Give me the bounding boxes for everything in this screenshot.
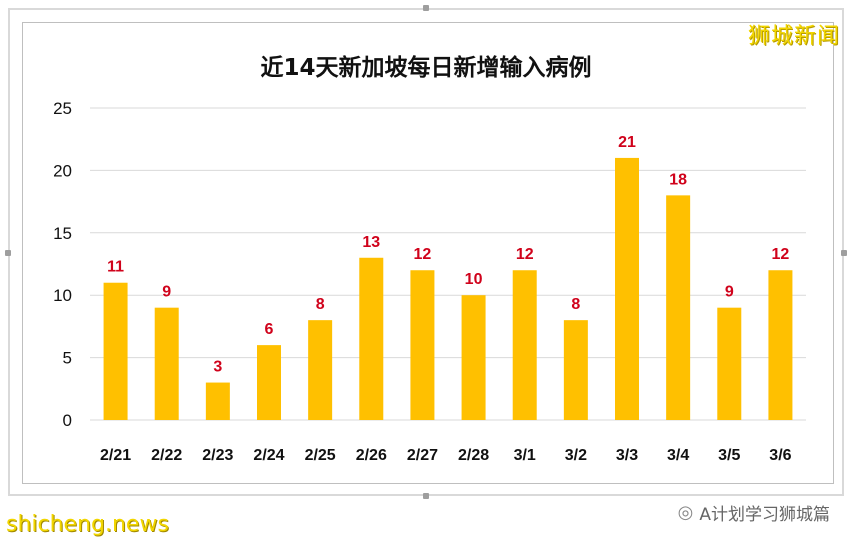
y-tick-label: 10 bbox=[53, 286, 72, 305]
x-tick-label: 2/23 bbox=[202, 447, 233, 464]
x-tick-label: 3/5 bbox=[718, 447, 740, 464]
chart-title: 近14天新加坡每日新增输入病例 bbox=[260, 55, 592, 81]
bar bbox=[563, 320, 588, 420]
resize-handle-bottom[interactable] bbox=[423, 493, 429, 499]
x-tick-label: 3/2 bbox=[565, 447, 587, 464]
bar bbox=[717, 307, 742, 420]
bar bbox=[666, 195, 691, 420]
data-label: 3 bbox=[213, 359, 222, 376]
bar bbox=[359, 257, 384, 420]
y-tick-label: 0 bbox=[63, 411, 72, 430]
bar bbox=[461, 295, 486, 420]
data-label: 11 bbox=[107, 259, 124, 276]
bar bbox=[308, 320, 333, 420]
bar bbox=[103, 282, 128, 420]
y-tick-label: 5 bbox=[63, 349, 72, 368]
x-tick-label: 2/22 bbox=[151, 447, 182, 464]
data-label: 21 bbox=[618, 134, 636, 151]
x-tick-label: 2/26 bbox=[356, 447, 387, 464]
resize-handle-left[interactable] bbox=[5, 250, 11, 256]
wechat-icon: ◎ bbox=[677, 502, 694, 523]
x-tick-label: 2/25 bbox=[305, 447, 336, 464]
data-label: 9 bbox=[162, 284, 171, 301]
x-tick-label: 2/28 bbox=[458, 447, 489, 464]
bar bbox=[154, 307, 179, 420]
data-label: 6 bbox=[265, 321, 274, 338]
data-label: 12 bbox=[772, 246, 790, 263]
x-tick-label: 2/27 bbox=[407, 447, 438, 464]
data-label: 13 bbox=[362, 234, 380, 251]
bar bbox=[410, 270, 435, 420]
x-tick-label: 3/6 bbox=[769, 447, 791, 464]
bar bbox=[205, 382, 230, 420]
bar bbox=[615, 157, 639, 421]
data-label: 18 bbox=[669, 171, 687, 188]
x-tick-label: 3/3 bbox=[616, 447, 638, 464]
x-tick-label: 3/1 bbox=[514, 447, 536, 464]
resize-handle-right[interactable] bbox=[841, 250, 847, 256]
data-label: 9 bbox=[725, 284, 734, 301]
wechat-account-tag: ◎ A计划学习狮城篇 bbox=[678, 500, 830, 525]
resize-handle-top[interactable] bbox=[423, 5, 429, 11]
y-tick-label: 15 bbox=[53, 224, 72, 243]
wechat-account-label: A计划学习狮城篇 bbox=[699, 505, 830, 525]
x-tick-label: 2/24 bbox=[253, 447, 284, 464]
bar bbox=[768, 270, 793, 420]
data-label: 8 bbox=[316, 296, 325, 313]
data-label: 8 bbox=[571, 296, 580, 313]
data-label: 10 bbox=[465, 271, 483, 288]
data-label: 12 bbox=[516, 246, 534, 263]
bar bbox=[257, 345, 281, 420]
data-label: 12 bbox=[414, 246, 432, 263]
watermark-logo-text: 狮城新闻 bbox=[747, 24, 840, 49]
y-tick-label: 20 bbox=[53, 161, 72, 180]
watermark-site-text: shicheng.news bbox=[6, 512, 169, 537]
x-tick-label: 2/21 bbox=[100, 447, 131, 464]
bar bbox=[512, 270, 537, 420]
y-tick-label: 25 bbox=[53, 99, 72, 118]
x-tick-label: 3/4 bbox=[667, 447, 689, 464]
